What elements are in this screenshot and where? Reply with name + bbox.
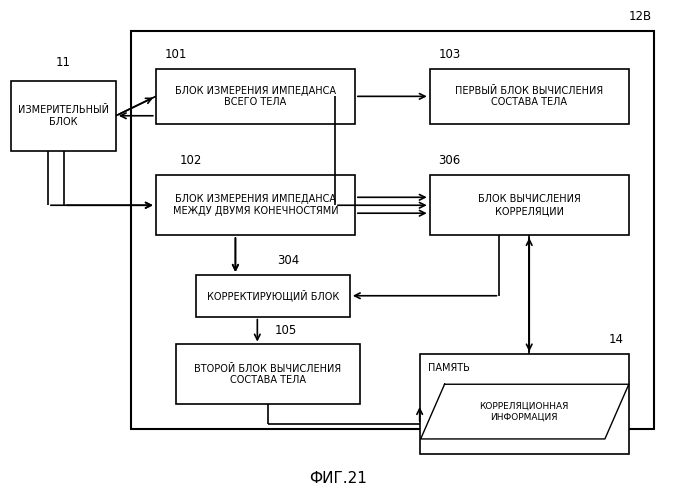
- Text: ПАМЯТЬ: ПАМЯТЬ: [428, 364, 470, 374]
- Bar: [430, 176, 629, 235]
- Text: 105: 105: [275, 324, 297, 336]
- Bar: [156, 69, 355, 124]
- Text: БЛОК ВЫЧИСЛЕНИЯ
КОРРЕЛЯЦИИ: БЛОК ВЫЧИСЛЕНИЯ КОРРЕЛЯЦИИ: [478, 194, 581, 216]
- Text: 103: 103: [439, 48, 460, 61]
- Text: БЛОК ИЗМЕРЕНИЯ ИМПЕДАНСА
МЕЖДУ ДВУМЯ КОНЕЧНОСТЯМИ: БЛОК ИЗМЕРЕНИЯ ИМПЕДАНСА МЕЖДУ ДВУМЯ КОН…: [173, 194, 338, 216]
- Bar: [420, 354, 629, 454]
- Bar: [175, 344, 360, 404]
- Text: ПЕРВЫЙ БЛОК ВЫЧИСЛЕНИЯ
СОСТАВА ТЕЛА: ПЕРВЫЙ БЛОК ВЫЧИСЛЕНИЯ СОСТАВА ТЕЛА: [455, 86, 603, 107]
- Text: БЛОК ИЗМЕРЕНИЯ ИМПЕДАНСА
ВСЕГО ТЕЛА: БЛОК ИЗМЕРЕНИЯ ИМПЕДАНСА ВСЕГО ТЕЛА: [175, 86, 336, 107]
- Text: 304: 304: [277, 254, 299, 267]
- Text: 14: 14: [609, 334, 624, 346]
- Bar: [12, 81, 116, 150]
- Bar: [430, 69, 629, 124]
- Text: 102: 102: [179, 154, 202, 168]
- Bar: [156, 176, 355, 235]
- Text: ИЗМЕРИТЕЛЬНЫЙ
БЛОК: ИЗМЕРИТЕЛЬНЫЙ БЛОК: [18, 105, 109, 126]
- Text: ВТОРОЙ БЛОК ВЫЧИСЛЕНИЯ
СОСТАВА ТЕЛА: ВТОРОЙ БЛОК ВЫЧИСЛЕНИЯ СОСТАВА ТЕЛА: [194, 364, 341, 385]
- Text: 101: 101: [165, 48, 187, 61]
- Text: ФИГ.21: ФИГ.21: [309, 471, 367, 486]
- Text: 11: 11: [56, 56, 71, 69]
- Text: 12В: 12В: [628, 10, 652, 24]
- Text: КОРРЕКТИРУЮЩИЙ БЛОК: КОРРЕКТИРУЮЩИЙ БЛОК: [206, 290, 339, 302]
- Bar: [196, 275, 350, 316]
- Text: 306: 306: [439, 154, 460, 168]
- Bar: [131, 31, 654, 429]
- Text: КОРРЕЛЯЦИОННАЯ
ИНФОРМАЦИЯ: КОРРЕЛЯЦИОННАЯ ИНФОРМАЦИЯ: [479, 402, 569, 421]
